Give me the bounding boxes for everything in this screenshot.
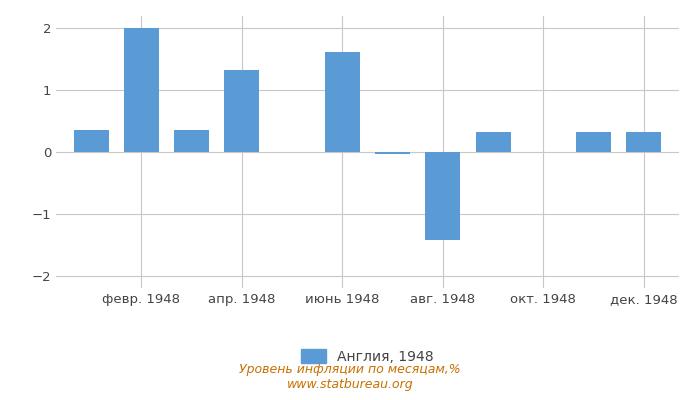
Bar — [426, 152, 461, 240]
Bar — [224, 70, 260, 152]
Text: www.statbureau.org: www.statbureau.org — [287, 378, 413, 391]
Bar — [576, 132, 611, 152]
Bar — [74, 130, 108, 152]
Text: Уровень инфляции по месяцам,%: Уровень инфляции по месяцам,% — [239, 364, 461, 376]
Bar — [626, 132, 662, 152]
Bar — [124, 28, 159, 152]
Legend: Англия, 1948: Англия, 1948 — [295, 344, 440, 370]
Bar — [174, 130, 209, 152]
Bar — [475, 132, 511, 152]
Bar — [325, 52, 360, 152]
Bar — [375, 152, 410, 154]
